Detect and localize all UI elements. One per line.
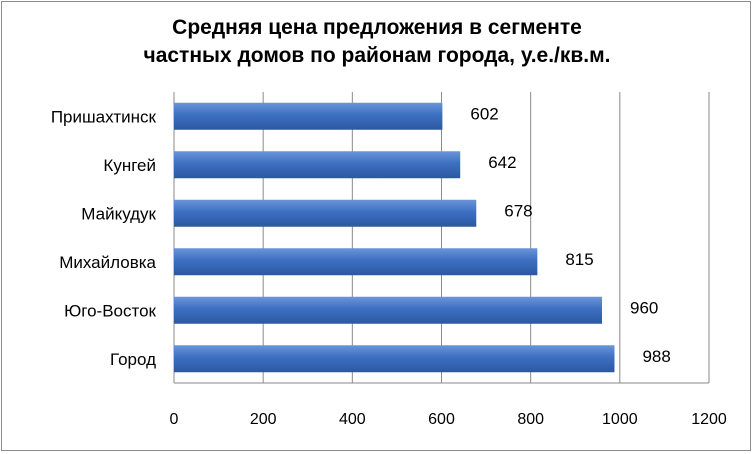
- value-labels: 602 642 678 815 960 988: [470, 104, 670, 366]
- bar-2: [174, 199, 477, 227]
- category-label: Город: [110, 350, 156, 369]
- x-tick-label: 200: [250, 411, 277, 428]
- bar-1: [174, 151, 461, 179]
- bar-0: [174, 102, 443, 130]
- x-tick-label: 1000: [602, 411, 638, 428]
- x-tick-label: 600: [428, 411, 455, 428]
- category-label: Майкудук: [81, 204, 156, 223]
- category-label: Кунгей: [103, 156, 156, 175]
- value-label: 988: [642, 347, 670, 366]
- x-tick-label: 1200: [691, 411, 727, 428]
- gridlines: [173, 92, 710, 384]
- chart-title: Средняя цена предложения в сегменте част…: [0, 14, 754, 70]
- bar-3: [174, 248, 538, 276]
- category-label: Пришахтинск: [51, 107, 157, 126]
- category-label: Юго-Восток: [64, 301, 156, 320]
- category-labels: Пришахтинск Кунгей Майкудук Михайловка Юго-В…: [51, 107, 157, 369]
- chart-title-line-1: Средняя цена предложения в сегменте: [172, 16, 582, 39]
- bar-5: [174, 345, 615, 373]
- x-tick-label: 400: [339, 411, 366, 428]
- x-tick-label: 0: [170, 411, 179, 428]
- value-label: 815: [565, 250, 593, 269]
- value-label: 960: [630, 298, 658, 317]
- bars: [174, 102, 615, 373]
- x-tick-label: 800: [517, 411, 544, 428]
- category-label: Михайловка: [59, 253, 156, 272]
- bar-4: [174, 296, 602, 324]
- value-label: 678: [504, 201, 532, 220]
- chart-title-line-2: частных домов по районам города, у.е./кв…: [143, 44, 611, 67]
- value-label: 602: [470, 104, 498, 123]
- value-label: 642: [488, 153, 516, 172]
- x-tick-labels: 0 200 400 600 800 1000 1200: [170, 411, 727, 428]
